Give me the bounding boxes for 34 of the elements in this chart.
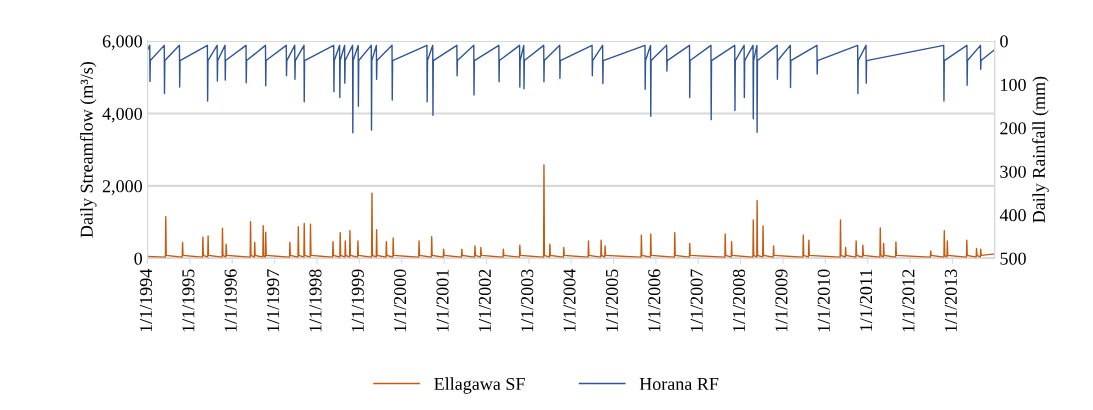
x-tick-label: 1/1/2000: [393, 269, 407, 332]
x-tick-label: 1/1/2001: [436, 269, 449, 332]
legend-label: Horana RF: [639, 378, 719, 391]
x-tick-label: 1/1/2007: [690, 269, 703, 332]
y2-tick-label: 500: [1000, 252, 1026, 265]
x-tick-label: 1/1/2009: [775, 269, 788, 332]
y-tick-label: 4,000: [102, 107, 143, 123]
x-tick-label: 1/1/1997: [267, 269, 280, 332]
x-tick-label: 1/1/2003: [521, 269, 534, 332]
legend-label: Ellagawa SF: [434, 377, 525, 394]
x-tick-label: 1/1/2013: [944, 269, 957, 332]
x-tick-label: 1/1/1994: [139, 269, 153, 332]
y2-tick-label: 100: [1001, 78, 1026, 91]
y-tick-label: 0: [134, 252, 143, 265]
y2-tick-label: 400: [999, 209, 1026, 222]
x-tick-label: 1/1/2012: [902, 269, 915, 332]
y-tick-label: 6,000: [102, 35, 143, 51]
y2-tick-label: 200: [1000, 122, 1026, 135]
x-tick-label: 1/1/2011: [859, 269, 873, 331]
x-tick-label: 1/1/2004: [563, 269, 576, 332]
x-tick-label: 1/1/1996: [224, 269, 237, 332]
y2-tick-label: 0: [1000, 35, 1008, 48]
x-tick-label: 1/1/1999: [351, 269, 364, 332]
x-tick-label: 1/1/2010: [817, 269, 830, 332]
x-tick-label: 1/1/2002: [478, 269, 491, 332]
y2-tick-label: 300: [1000, 165, 1026, 178]
y-axis-title: Daily Streamflow (m³/s): [79, 61, 97, 238]
x-tick-label: 1/1/1995: [182, 269, 195, 332]
x-tick-label: 1/1/2006: [648, 269, 661, 332]
x-tick-label: 1/1/2005: [605, 269, 619, 332]
y-tick-label: 2,000: [102, 180, 143, 195]
x-tick-label: 1/1/1998: [309, 269, 322, 332]
y2-axis-title: Daily Rainfall (mm): [1032, 76, 1049, 223]
x-tick-label: 1/1/2008: [732, 269, 746, 332]
